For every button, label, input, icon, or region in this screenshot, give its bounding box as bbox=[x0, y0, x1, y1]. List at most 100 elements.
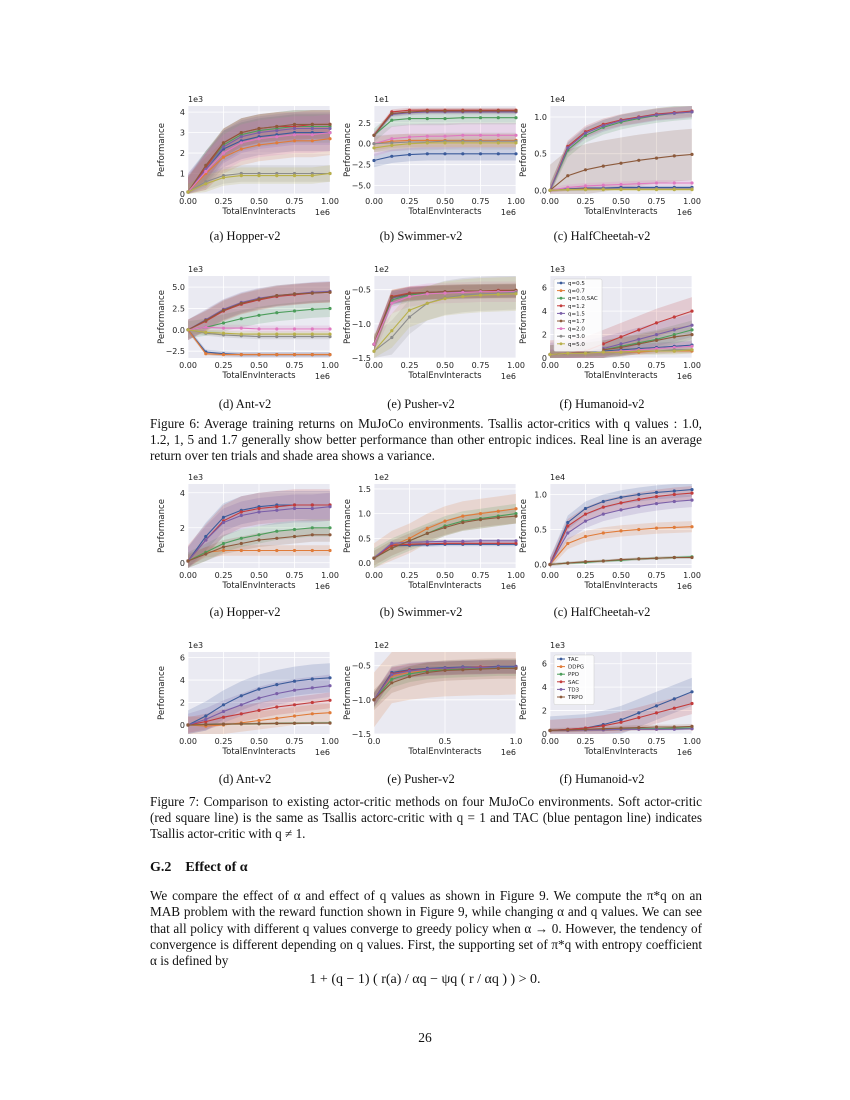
series-marker bbox=[496, 666, 500, 670]
legend-entry: TAC bbox=[567, 657, 579, 663]
series-marker bbox=[390, 681, 394, 685]
x-tick-label: 0.25 bbox=[215, 361, 233, 370]
series-marker bbox=[292, 703, 297, 707]
series-marker bbox=[221, 722, 226, 726]
x-tick-label: 0.50 bbox=[250, 361, 268, 370]
series-marker bbox=[407, 536, 412, 540]
series-marker bbox=[275, 721, 279, 725]
y-tick-label: 1.0 bbox=[534, 491, 547, 500]
series-marker bbox=[619, 345, 623, 350]
x-tick-label: 0.25 bbox=[577, 737, 595, 746]
series-marker bbox=[548, 728, 552, 733]
x-tick-label: 0.75 bbox=[648, 571, 666, 580]
chart-fig7f: 0.00 0.25 0.50 0.75 1.00 0 2 4 6 1e3 1e6 TotalEnvIn… bbox=[512, 638, 702, 764]
series-marker bbox=[328, 684, 332, 688]
series-marker bbox=[601, 499, 605, 504]
variance-band bbox=[374, 508, 516, 566]
series-marker bbox=[310, 122, 314, 126]
x-tick-label: 0.50 bbox=[612, 737, 630, 746]
y-axis-label: Performance bbox=[519, 290, 529, 344]
series-marker bbox=[310, 686, 314, 690]
series-marker bbox=[292, 527, 297, 532]
x-axis-label: TotalEnvInteracts bbox=[407, 747, 482, 757]
series-marker bbox=[328, 711, 332, 715]
series-marker bbox=[292, 126, 297, 131]
series-marker bbox=[514, 514, 518, 518]
series-marker bbox=[186, 559, 190, 563]
legend-marker bbox=[559, 327, 563, 330]
series-marker bbox=[310, 133, 314, 137]
variance-band bbox=[188, 491, 330, 568]
y-axis-label: Performance bbox=[343, 499, 353, 553]
series-marker bbox=[328, 327, 332, 331]
x-tick-label: 0.00 bbox=[365, 197, 383, 206]
series-marker bbox=[566, 561, 570, 565]
series-marker bbox=[654, 556, 659, 560]
series-marker bbox=[443, 539, 447, 543]
series-marker bbox=[583, 168, 588, 172]
variance-band bbox=[374, 284, 516, 352]
series-marker bbox=[637, 182, 641, 186]
series-marker bbox=[239, 510, 243, 514]
chart-fig7a: 0.00 0.25 0.50 0.75 1.00 0 2 4 1e3 1e6 TotalEnvInt… bbox=[150, 470, 340, 598]
figure6-caption-text: Average training returns on MuJoCo envir… bbox=[150, 416, 702, 464]
series-marker bbox=[372, 146, 376, 150]
series-marker bbox=[478, 116, 483, 120]
series-marker bbox=[221, 548, 226, 553]
series-marker bbox=[407, 672, 412, 676]
series-marker bbox=[292, 548, 297, 553]
series-marker bbox=[221, 141, 226, 145]
series-marker bbox=[390, 111, 394, 116]
x-scale-label: 1e6 bbox=[315, 372, 330, 381]
series-marker bbox=[221, 709, 226, 714]
series-marker bbox=[496, 109, 500, 113]
series-marker bbox=[601, 531, 605, 535]
y-axis-label: Performance bbox=[157, 666, 167, 720]
series-marker bbox=[478, 518, 483, 522]
series-marker bbox=[514, 109, 518, 113]
series-marker bbox=[619, 119, 623, 123]
variance-band bbox=[374, 283, 516, 352]
y-tick-label: 0 bbox=[542, 354, 547, 363]
subcaption-fig7a: (a) Hopper-v2 bbox=[209, 605, 281, 619]
series-marker bbox=[292, 679, 297, 683]
series-marker bbox=[372, 349, 376, 353]
series-marker bbox=[425, 670, 429, 675]
series-marker bbox=[328, 332, 332, 336]
series-marker bbox=[204, 534, 208, 539]
series-marker bbox=[390, 546, 394, 550]
series-marker bbox=[221, 703, 226, 707]
y-tick-label: 1 bbox=[180, 170, 185, 179]
series-marker bbox=[672, 188, 676, 192]
series-marker bbox=[407, 308, 412, 312]
series-marker bbox=[257, 332, 261, 336]
series-marker bbox=[239, 131, 243, 135]
y-tick-label: 2.5 bbox=[172, 304, 185, 313]
series-marker bbox=[425, 152, 429, 156]
series-marker bbox=[204, 722, 208, 727]
series-marker bbox=[204, 552, 208, 556]
x-tick-label: 1.00 bbox=[683, 197, 701, 206]
series-marker bbox=[407, 153, 412, 157]
legend-marker bbox=[559, 312, 563, 315]
series-marker bbox=[204, 169, 208, 174]
x-tick-label: 0.00 bbox=[365, 361, 383, 370]
x-scale-label: 1e6 bbox=[501, 748, 516, 757]
y-tick-label: 4 bbox=[180, 676, 185, 685]
series-marker bbox=[292, 335, 297, 339]
series-marker bbox=[514, 141, 518, 145]
series-marker bbox=[566, 531, 570, 535]
x-tick-label: 0.25 bbox=[401, 361, 419, 370]
y-scale-label: 1e3 bbox=[188, 265, 203, 274]
series-marker bbox=[328, 126, 332, 131]
section-heading: G.2 Effect of α bbox=[150, 860, 248, 876]
series-marker bbox=[310, 291, 314, 295]
series-marker bbox=[583, 131, 588, 135]
series-marker bbox=[690, 181, 694, 185]
series-marker bbox=[310, 526, 314, 530]
series-marker bbox=[186, 190, 190, 194]
series-marker bbox=[637, 711, 641, 715]
series-marker bbox=[292, 292, 297, 296]
series-marker bbox=[204, 330, 208, 334]
subcaption-fig7b: (b) Swimmer-v2 bbox=[379, 605, 463, 619]
